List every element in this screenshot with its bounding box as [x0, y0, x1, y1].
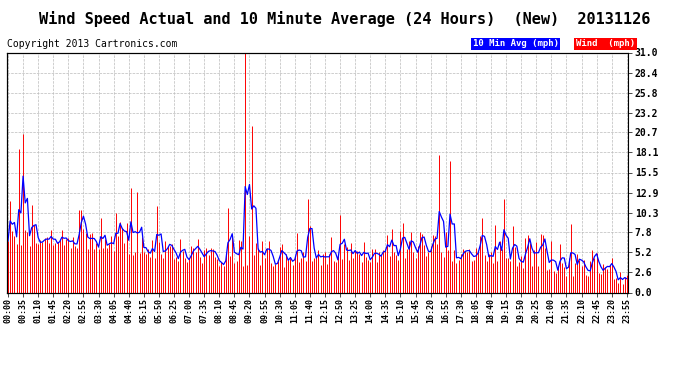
Text: Wind  (mph): Wind (mph) — [576, 39, 635, 48]
Text: Wind Speed Actual and 10 Minute Average (24 Hours)  (New)  20131126: Wind Speed Actual and 10 Minute Average … — [39, 11, 651, 27]
Text: 10 Min Avg (mph): 10 Min Avg (mph) — [473, 39, 559, 48]
Text: Copyright 2013 Cartronics.com: Copyright 2013 Cartronics.com — [7, 39, 177, 50]
